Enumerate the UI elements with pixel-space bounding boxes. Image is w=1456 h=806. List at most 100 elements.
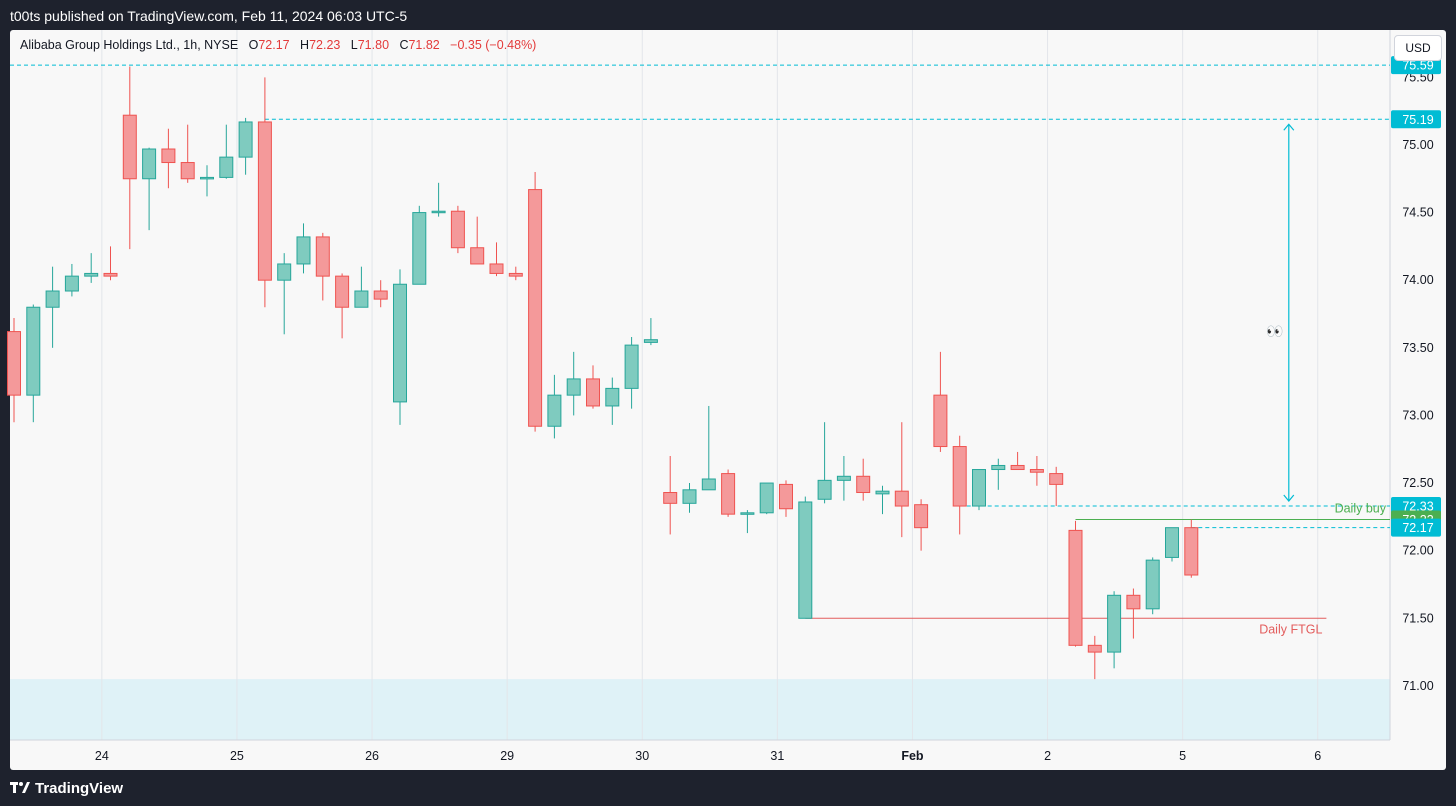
candle-body: [952, 446, 967, 507]
x-tick-label: 6: [1314, 749, 1321, 763]
x-tick-label: 26: [365, 749, 379, 763]
open-label: O: [248, 38, 259, 52]
low-label: L: [350, 38, 358, 52]
candle-body: [643, 339, 658, 343]
x-tick-label: 25: [230, 749, 244, 763]
candle-body: [335, 275, 350, 308]
x-tick-label: 2: [1044, 749, 1051, 763]
candle-body: [296, 236, 311, 265]
measure-arrow-head-up: [1283, 123, 1295, 131]
price-axis-tag-label: 72.33: [1402, 500, 1433, 514]
candle-body: [200, 176, 214, 180]
publish-header: t00ts published on TradingView.com, Feb …: [0, 0, 1456, 30]
y-tick-label: 73.00: [1402, 408, 1433, 422]
footer-bar: TradingView: [0, 770, 1456, 806]
candle-body: [450, 210, 465, 249]
candle-body: [1010, 464, 1025, 471]
y-tick-label: 71.00: [1402, 679, 1433, 693]
candle-body: [856, 475, 871, 494]
candle-body: [1029, 469, 1044, 473]
level-annotation: Daily buy: [1335, 502, 1387, 516]
candle-body: [508, 272, 523, 277]
candle-body: [817, 479, 832, 500]
price-axis-tag-label: 75.19: [1402, 113, 1433, 127]
change-value: −0.35 (−0.48%): [450, 38, 537, 52]
candle-body: [663, 492, 678, 504]
candle-body: [933, 394, 948, 448]
candle-body: [779, 483, 793, 510]
x-tick-label: 5: [1179, 749, 1186, 763]
candle-body: [586, 378, 600, 407]
candle-body: [605, 387, 620, 407]
level-annotation: Daily FTGL: [1259, 622, 1322, 636]
candle-body: [894, 490, 909, 507]
price-axis-tag-label: 75.59: [1402, 59, 1433, 73]
y-tick-label: 71.50: [1402, 611, 1433, 625]
symbol-name: Alibaba Group Holdings Ltd., 1h, NYSE: [20, 38, 239, 52]
close-value: 71.82: [408, 38, 440, 52]
symbol-legend: Alibaba Group Holdings Ltd., 1h, NYSE O7…: [20, 38, 536, 52]
price-axis-tag: [1391, 110, 1441, 129]
currency-button[interactable]: USD: [1394, 35, 1442, 61]
candle-body: [1087, 644, 1102, 653]
candle-body: [45, 290, 60, 308]
candle-body: [277, 263, 292, 281]
candle-body: [701, 478, 716, 491]
x-tick-label: Feb: [901, 749, 924, 763]
y-tick-label: 72.50: [1402, 476, 1433, 490]
candle-body: [528, 189, 543, 427]
high-value: 72.23: [309, 38, 341, 52]
candle-body: [740, 512, 755, 515]
low-value: 71.80: [357, 38, 390, 52]
candle-body: [238, 121, 253, 158]
price-axis-tag-label: 72.17: [1402, 521, 1433, 535]
candle-body: [354, 290, 369, 308]
candle-body: [84, 272, 99, 277]
candle-body: [257, 121, 272, 281]
candle-body: [836, 475, 851, 481]
candle-body: [566, 378, 581, 396]
measure-arrow-head-down: [1283, 494, 1295, 502]
publish-info: t00ts published on TradingView.com, Feb …: [10, 8, 408, 24]
candle-body: [64, 275, 79, 292]
price-axis-tag: [1391, 518, 1441, 537]
candle-body: [7, 331, 21, 396]
y-tick-label: 74.50: [1402, 206, 1433, 220]
candle-body: [1126, 594, 1141, 610]
x-tick-label: 24: [95, 749, 109, 763]
candle-body: [1049, 473, 1064, 485]
x-tick-label: 31: [770, 749, 784, 763]
candle-body: [875, 490, 890, 495]
candle-body: [1184, 527, 1199, 576]
candle-body: [1165, 527, 1179, 558]
candle-body: [180, 162, 195, 180]
support-zone: [10, 679, 1390, 740]
candle-body: [1145, 559, 1160, 610]
candle-body: [219, 156, 234, 178]
candle-body: [972, 469, 986, 507]
candle-body: [103, 272, 118, 277]
footer-brand: TradingView: [35, 780, 124, 797]
candle-body: [624, 344, 639, 389]
candle-body: [1068, 529, 1083, 646]
close-label: C: [399, 38, 409, 52]
candle-body: [547, 394, 562, 427]
x-tick-label: 30: [635, 749, 649, 763]
candle-body: [1107, 594, 1122, 653]
candle-body: [161, 148, 176, 164]
candle-body: [914, 504, 929, 529]
candle-body: [489, 263, 504, 274]
candle-body: [412, 212, 427, 285]
candle-body: [470, 247, 485, 265]
x-tick-label: 29: [500, 749, 514, 763]
tradingview-logo-icon: [10, 782, 30, 793]
candle-body: [721, 473, 736, 515]
high-label: H: [300, 38, 310, 52]
y-tick-label: 74.00: [1402, 273, 1433, 287]
y-tick-label: 72.00: [1402, 544, 1433, 558]
candle-body: [373, 290, 388, 300]
candle-body: [991, 464, 1006, 471]
price-axis-tag: [1391, 497, 1441, 516]
open-value: 72.17: [258, 38, 290, 52]
